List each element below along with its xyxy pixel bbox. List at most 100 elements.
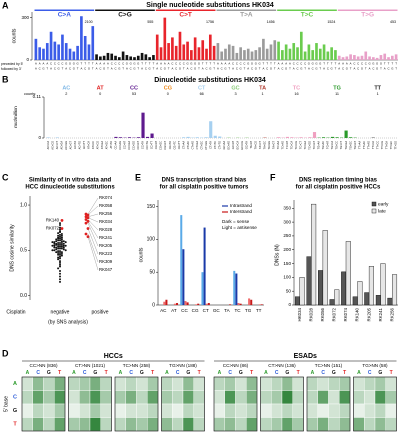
bar <box>212 45 216 60</box>
counts-label: counts: <box>24 92 36 96</box>
context-letter: G <box>259 62 261 66</box>
legend-label: late <box>378 208 386 214</box>
point <box>59 275 61 278</box>
context-letter: A <box>46 62 48 66</box>
map-label: CT>NN (136) <box>268 363 296 368</box>
point-label: RK074 <box>99 195 113 200</box>
context-letter: T <box>213 67 215 71</box>
context-letter: G <box>391 67 393 71</box>
point <box>53 242 56 245</box>
heat-cell <box>271 376 283 391</box>
heat-cell <box>353 417 365 432</box>
bar <box>344 130 348 138</box>
row-label: A <box>13 381 17 387</box>
context-letter: A <box>262 67 264 71</box>
context-label: followed by 3' <box>1 67 22 71</box>
heat-cell <box>193 403 205 418</box>
context-letter: T <box>84 62 86 66</box>
context-letter: T <box>350 67 352 71</box>
context-letter: T <box>335 62 337 66</box>
context-letter: A <box>35 67 37 71</box>
leader <box>87 205 99 216</box>
context-letter: T <box>263 62 265 66</box>
column-label: A <box>311 370 315 376</box>
group-strip <box>155 9 216 11</box>
bar-label: TG>CC <box>336 141 339 150</box>
column-label: T <box>151 370 154 376</box>
heat-cell <box>172 376 184 391</box>
context-letter: C <box>297 67 299 71</box>
context-letter: T <box>168 67 170 71</box>
bar <box>178 31 182 60</box>
group-count: 1756 <box>206 20 214 24</box>
map-frame <box>306 376 351 432</box>
bar <box>53 41 57 60</box>
group-count: 1524 <box>327 20 335 24</box>
context-letter: C <box>175 62 177 66</box>
group-label: T>C <box>301 12 314 19</box>
bar-label: TT>GC <box>390 141 393 149</box>
bar <box>311 50 315 60</box>
context-letter: G <box>103 67 105 71</box>
leader <box>87 228 99 255</box>
bar-label: AC>TG <box>79 141 82 149</box>
bar <box>294 296 300 306</box>
context-letter: C <box>372 67 374 71</box>
bar <box>182 137 186 138</box>
heat-cell <box>172 417 184 432</box>
context-letter: G <box>149 67 151 71</box>
bar-label: CC>GT <box>137 141 140 150</box>
group-count: 0 <box>167 92 169 96</box>
bar <box>356 56 360 60</box>
context-letter: A <box>285 62 287 66</box>
bar <box>197 303 200 305</box>
point <box>55 238 58 241</box>
heat-cell <box>213 403 225 418</box>
y-tick-label: 100 <box>283 275 291 280</box>
legend-swatch <box>371 208 377 214</box>
context-letter: A <box>103 62 105 66</box>
heat-cell <box>281 417 293 432</box>
point <box>57 237 60 240</box>
bar-label: AC>TT <box>83 141 86 149</box>
heat-cell <box>385 390 397 405</box>
point <box>55 246 58 249</box>
bar-label: TC>AA <box>277 141 280 149</box>
bar <box>258 304 261 305</box>
bar-label: AT>TA <box>110 141 113 149</box>
bar-label: TT>CG <box>381 141 384 149</box>
bar-label: CC>TT <box>151 141 154 150</box>
point <box>57 243 60 246</box>
context-letter: C <box>175 67 177 71</box>
group-label: AC <box>62 85 70 91</box>
group-count: 16 <box>294 92 298 96</box>
group-count: 1 <box>262 92 264 96</box>
point <box>57 258 60 261</box>
heat-cell <box>328 376 340 391</box>
group-count: 66 <box>200 92 204 96</box>
heat-cell <box>89 376 101 391</box>
point <box>59 261 61 264</box>
bar <box>216 43 220 60</box>
bar-label: AT>CG <box>97 141 100 149</box>
heat-cell <box>79 376 91 391</box>
heat-cell <box>224 403 236 418</box>
column-label: T <box>58 370 61 376</box>
bar-label: TT>GG <box>394 141 397 149</box>
column-label: A <box>357 370 361 376</box>
bar <box>38 47 42 60</box>
point <box>59 253 61 256</box>
group-count: 53 <box>132 92 136 96</box>
bar-label: TC>CA <box>291 141 294 150</box>
bar-label: CC>TG <box>146 141 149 150</box>
y-tick-label: 0 <box>288 302 291 307</box>
context-letter: A <box>338 62 340 66</box>
bar <box>368 56 371 60</box>
bar <box>201 272 204 305</box>
bar-label: AT>GA <box>101 141 104 149</box>
context-letter: G <box>315 67 317 71</box>
bar-label: CT>GA <box>196 141 199 150</box>
context-letter: G <box>194 62 196 66</box>
point <box>59 250 61 253</box>
